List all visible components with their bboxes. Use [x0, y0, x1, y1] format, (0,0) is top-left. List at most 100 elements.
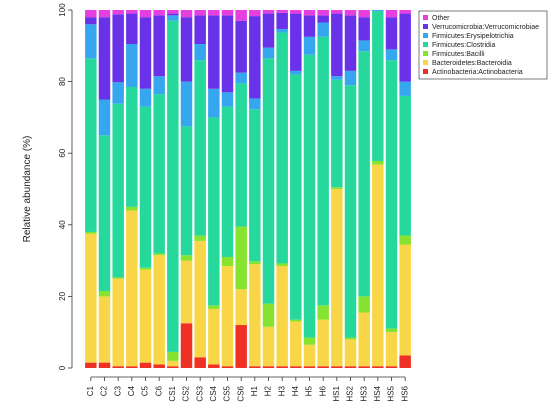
bar-HS4-segment-4 — [372, 10, 384, 12]
bar-C1-segment-5 — [85, 17, 97, 25]
bar-CS5-segment-6 — [221, 10, 234, 16]
x-tick-label-HS5: HS5 — [387, 385, 396, 401]
bar-H4-segment-0 — [290, 366, 302, 368]
x-tick-label-CS2: CS2 — [182, 385, 191, 401]
x-tick-label-CS5: CS5 — [223, 385, 232, 401]
bar-HS3-segment-0 — [358, 366, 370, 368]
bar-CS1-segment-4 — [167, 15, 179, 21]
bar-HS1-segment-4 — [331, 76, 343, 80]
bar-CS2-segment-2 — [180, 255, 193, 261]
bar-HS4-segment-3 — [372, 11, 384, 161]
bar-HS6-segment-1 — [399, 244, 411, 356]
bar-C6-segment-1 — [153, 255, 165, 365]
x-tick-label-CS3: CS3 — [195, 385, 204, 401]
bar-H6-segment-1 — [317, 319, 329, 367]
bar-C5-segment-0 — [139, 362, 152, 368]
x-tick-label-HS2: HS2 — [346, 385, 355, 401]
bar-H1-segment-2 — [249, 261, 261, 265]
bar-H1-segment-1 — [249, 264, 261, 367]
bar-C1-segment-3 — [85, 58, 97, 232]
bar-HS1-segment-5 — [331, 13, 343, 77]
bar-C4-segment-0 — [126, 366, 138, 368]
bar-CS6-segment-1 — [235, 289, 247, 326]
bar-C2-segment-3 — [98, 135, 111, 292]
legend-entry: Firmicutes:Erysipelotrichia — [432, 33, 514, 40]
bar-H3-segment-2 — [276, 263, 288, 266]
bar-C2-segment-5 — [98, 17, 111, 100]
bar-CS5-segment-2 — [221, 257, 234, 266]
bar-C6-segment-4 — [153, 76, 165, 95]
bar-HS6-segment-2 — [399, 235, 411, 245]
bar-HS4-segment-0 — [372, 366, 384, 368]
bar-C4-segment-2 — [126, 206, 138, 211]
bar-HS3-segment-2 — [358, 296, 370, 313]
bar-H5-segment-5 — [303, 15, 316, 37]
x-tick-label-H1: H1 — [250, 385, 259, 396]
bar-HS1-segment-6 — [331, 10, 343, 14]
y-tick-label: 80 — [58, 77, 67, 86]
legend-entry: Other — [432, 15, 450, 22]
bar-H5-segment-6 — [303, 10, 316, 16]
bar-C5-segment-4 — [139, 88, 152, 107]
bar-CS3-segment-6 — [194, 10, 206, 16]
bar-CS6-segment-0 — [235, 325, 247, 368]
bar-C2-segment-1 — [98, 296, 111, 363]
bar-CS4-segment-4 — [208, 88, 220, 118]
bar-CS1-segment-0 — [167, 366, 179, 368]
bar-H1-segment-6 — [249, 10, 261, 17]
bar-HS4-segment-1 — [372, 164, 384, 367]
legend-swatch — [423, 51, 428, 56]
bar-HS5-segment-4 — [385, 49, 398, 61]
legend-swatch — [423, 33, 428, 38]
bar-H3-segment-0 — [276, 366, 288, 368]
x-tick-label-H2: H2 — [264, 385, 273, 396]
bar-H2-segment-1 — [262, 326, 275, 367]
legend-swatch — [423, 42, 428, 47]
bar-C1-segment-0 — [85, 362, 97, 368]
legend-entry: Verrucomicrobia:Verrucomicrobiae — [432, 24, 539, 31]
bar-CS6-segment-3 — [235, 83, 247, 227]
x-tick-label-HS1: HS1 — [332, 385, 341, 401]
bar-HS6-segment-6 — [399, 10, 411, 14]
bar-CS1-segment-5 — [167, 13, 179, 16]
bar-H4-segment-2 — [290, 319, 302, 322]
bar-C5-segment-6 — [139, 10, 152, 18]
bar-CS2-segment-3 — [180, 126, 193, 256]
bar-CS1-segment-1 — [167, 360, 179, 367]
bar-H2-segment-5 — [262, 13, 275, 48]
bar-C1-segment-4 — [85, 24, 97, 59]
bar-HS2-segment-1 — [344, 339, 357, 367]
legend-swatch — [423, 15, 428, 20]
bar-CS1-segment-6 — [167, 10, 179, 14]
legend-swatch — [423, 69, 428, 74]
x-tick-label-H5: H5 — [305, 385, 314, 396]
bar-H5-segment-4 — [303, 36, 316, 55]
legend: Other Verrucomicrobia:Verrucomicrobiae Fir… — [418, 10, 548, 80]
bar-C2-segment-6 — [98, 10, 111, 18]
bar-H6-segment-5 — [317, 15, 329, 23]
bar-CS4-segment-0 — [208, 364, 220, 368]
bar-CS3-segment-3 — [194, 60, 206, 236]
bar-H2-segment-3 — [262, 58, 275, 304]
bar-CS5-segment-4 — [221, 92, 234, 107]
bars-group — [85, 10, 411, 368]
y-tick-label: 20 — [58, 291, 67, 300]
bar-HS6-segment-5 — [399, 13, 411, 82]
bar-H6-segment-2 — [317, 305, 329, 320]
bar-HS4-segment-2 — [372, 160, 384, 165]
bar-C5-segment-2 — [139, 267, 152, 270]
bar-C6-segment-6 — [153, 10, 165, 16]
bar-CS3-segment-4 — [194, 44, 206, 61]
bar-HS3-segment-3 — [358, 51, 370, 297]
bar-C5-segment-3 — [139, 106, 152, 268]
bar-CS6-segment-6 — [235, 10, 247, 21]
bar-C2-segment-0 — [98, 362, 111, 368]
bar-H2-segment-2 — [262, 303, 275, 327]
bar-HS2-segment-5 — [344, 15, 357, 71]
bar-CS5-segment-0 — [221, 366, 234, 368]
x-tick-label-H3: H3 — [277, 385, 286, 396]
bar-CS6-segment-2 — [235, 226, 247, 290]
bar-H4-segment-1 — [290, 321, 302, 367]
bar-H5-segment-3 — [303, 54, 316, 338]
bar-CS2-segment-1 — [180, 260, 193, 324]
